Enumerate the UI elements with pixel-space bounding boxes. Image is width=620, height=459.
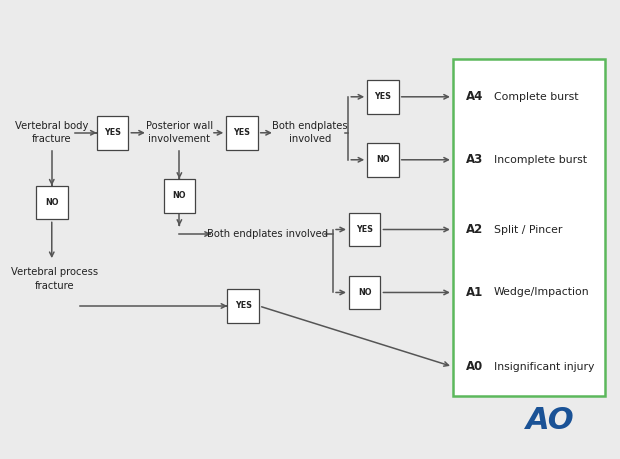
Bar: [453, 59, 604, 396]
Bar: [228, 289, 259, 323]
Text: A0: A0: [466, 360, 484, 373]
Bar: [349, 213, 381, 246]
Text: Both endplates involved: Both endplates involved: [207, 229, 328, 239]
Text: YES: YES: [356, 225, 373, 234]
Text: A3: A3: [466, 153, 484, 166]
Text: YES: YES: [374, 92, 391, 101]
Text: A4: A4: [466, 90, 484, 103]
Bar: [367, 80, 399, 114]
Text: Vertebral process
fracture: Vertebral process fracture: [11, 268, 99, 291]
Text: A1: A1: [466, 286, 484, 299]
Text: Split / Pincer: Split / Pincer: [494, 224, 562, 235]
Text: YES: YES: [234, 302, 252, 310]
Bar: [226, 116, 258, 150]
Bar: [349, 275, 381, 309]
Bar: [367, 143, 399, 177]
Text: YES: YES: [234, 128, 250, 137]
Text: Both endplates
involved: Both endplates involved: [272, 121, 348, 145]
Text: NO: NO: [45, 198, 58, 207]
Bar: [164, 179, 195, 213]
Text: Complete burst: Complete burst: [494, 92, 578, 102]
Bar: [36, 185, 68, 219]
Text: NO: NO: [172, 191, 186, 200]
Text: Posterior wall
involvement: Posterior wall involvement: [146, 121, 213, 145]
Text: NO: NO: [358, 288, 371, 297]
Text: AO: AO: [526, 406, 574, 435]
Text: NO: NO: [376, 155, 389, 164]
Text: A2: A2: [466, 223, 484, 236]
Text: Incomplete burst: Incomplete burst: [494, 155, 587, 165]
Text: Vertebral body
fracture: Vertebral body fracture: [15, 121, 89, 145]
Bar: [97, 116, 128, 150]
Text: Insignificant injury: Insignificant injury: [494, 362, 595, 372]
Text: Wedge/Impaction: Wedge/Impaction: [494, 287, 590, 297]
Text: YES: YES: [104, 128, 121, 137]
